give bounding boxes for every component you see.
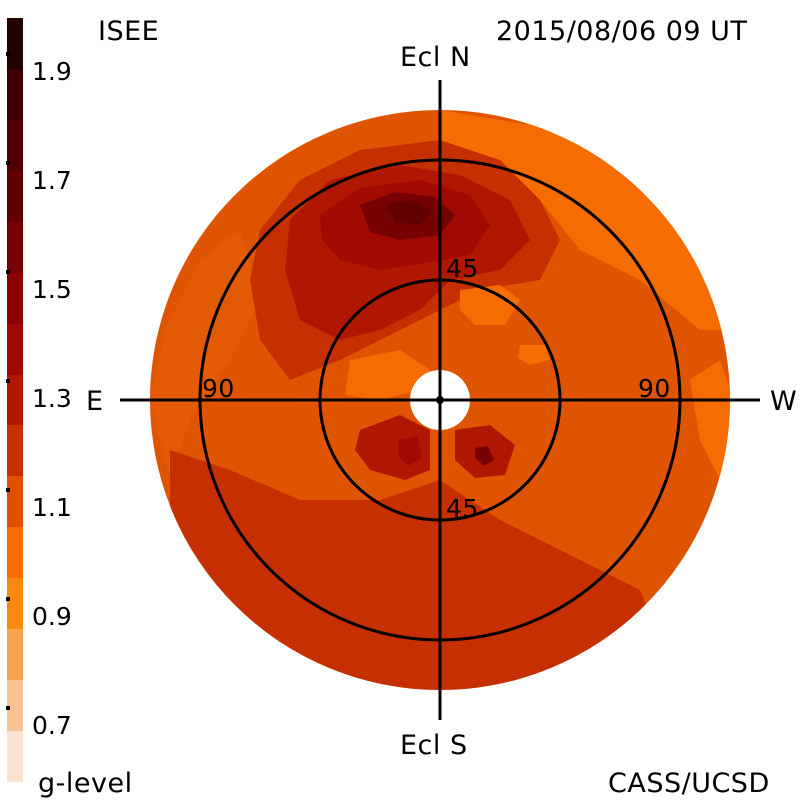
colorbar-tick-text: 0.9 [32, 602, 72, 632]
colorbar-title: g-level [38, 768, 133, 799]
ring-label-inner-bottom: 45 [446, 494, 479, 523]
ring-label-outer-right: 90 [638, 374, 671, 403]
direction-east-label: E [86, 386, 104, 417]
colorbar-tick-mark [6, 160, 10, 165]
ring-label-inner-top: 45 [446, 254, 479, 283]
colorbar-tick-mark [6, 597, 10, 602]
colorbar [7, 17, 23, 782]
contour-low-inner-west [345, 350, 430, 400]
g-level-contours [150, 110, 730, 690]
direction-south-label: Ecl S [400, 730, 468, 761]
colorbar-segment [7, 578, 23, 630]
colorbar-segment [7, 221, 23, 273]
credit-label: CASS/UCSD [608, 768, 770, 799]
colorbar-segment [7, 476, 23, 528]
colorbar-tick-text: 1.3 [32, 384, 72, 413]
colorbar-segment [7, 170, 23, 222]
colorbar-segment [7, 17, 23, 69]
colorbar-segment [7, 374, 23, 426]
colorbar-tick-mark [6, 706, 10, 711]
contour-low-inner-northeast [460, 285, 520, 325]
colorbar-segment [7, 731, 23, 782]
contour-peak-south-inner-right [475, 446, 494, 466]
colorbar-segment [7, 629, 23, 681]
contour-low-inner-east [518, 345, 550, 365]
colorbar-tick-mark [6, 51, 10, 56]
datetime-label: 2015/08/06 09 UT [496, 16, 748, 47]
direction-west-label: W [770, 386, 798, 417]
ring-label-outer-left: 90 [202, 374, 235, 403]
direction-north-label: Ecl N [400, 42, 471, 73]
colorbar-segment [7, 527, 23, 579]
colorbar-segment [7, 680, 23, 732]
colorbar-tick-text: 1.1 [32, 493, 72, 523]
colorbar-segment [7, 119, 23, 171]
colorbar-segment [7, 323, 23, 375]
colorbar-tick-text: 1.5 [32, 274, 72, 304]
colorbar-tick-mark [6, 488, 10, 493]
sun-center-dot [436, 396, 444, 404]
contour-high-south-band [170, 450, 660, 690]
source-label: ISEE [98, 16, 160, 47]
colorbar-segment [7, 425, 23, 477]
contour-low-northeast [440, 110, 730, 330]
colorbar-tick-mark [6, 269, 10, 274]
colorbar-segment [7, 272, 23, 324]
colorbar-tick-text: 1.9 [32, 56, 72, 86]
colorbar-tick-text: 0.7 [32, 711, 72, 741]
contour-peak-south-inner-left [398, 436, 422, 466]
colorbar-segment [7, 68, 23, 120]
colorbar-tick-text: 1.7 [32, 165, 72, 195]
colorbar-tick-mark [6, 379, 10, 383]
contour-peak-north-core [385, 200, 432, 225]
